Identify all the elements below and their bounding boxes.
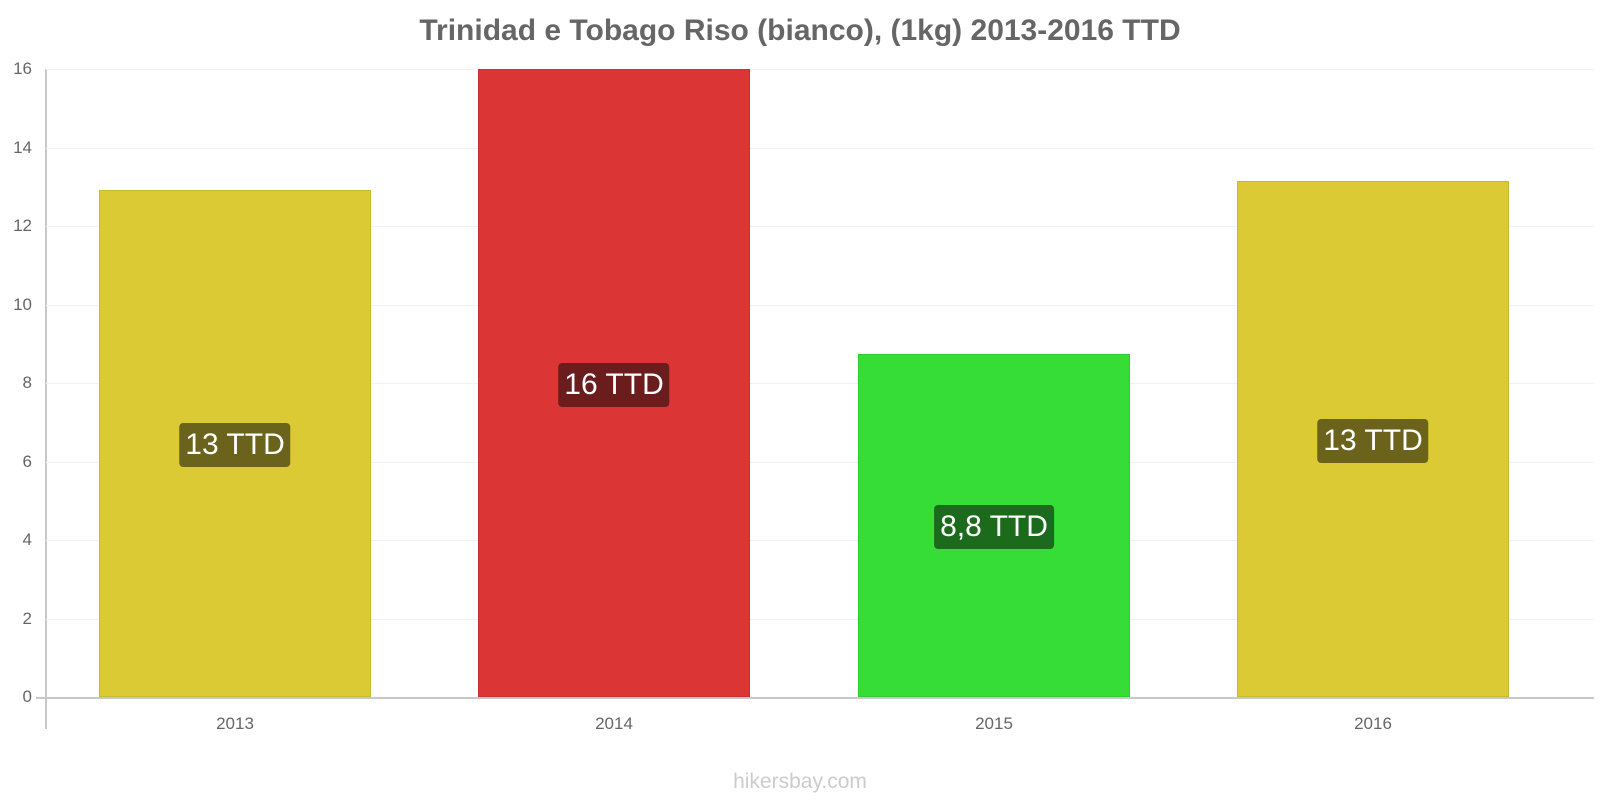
x-tick-label: 2014 <box>595 714 633 733</box>
gridline <box>46 461 1594 463</box>
gridline <box>46 383 1594 384</box>
x-axis-line <box>36 697 1594 699</box>
y-tick-label: 2 <box>22 608 32 628</box>
y-tick-label: 14 <box>13 137 32 157</box>
gridline <box>46 147 1594 149</box>
bar-value-label: 13 TTD <box>179 423 291 468</box>
gridline <box>46 540 1594 541</box>
x-tick-label: 2015 <box>975 714 1013 733</box>
bar-value-label: 16 TTD <box>558 363 670 407</box>
bar-value-label: 8,8 TTD <box>934 505 1054 550</box>
y-axis-line <box>45 69 47 729</box>
x-tick-label: 2016 <box>1354 714 1392 733</box>
y-tick-label: 16 <box>13 59 32 78</box>
gridline <box>46 69 1594 70</box>
gridline <box>46 226 1594 227</box>
source-credit: hikersbay.com <box>733 770 867 793</box>
gridline <box>46 304 1594 306</box>
y-tick-label: 8 <box>22 373 32 392</box>
y-tick-label: 0 <box>22 687 32 706</box>
bar-value-label: 13 TTD <box>1317 418 1429 463</box>
y-tick-label: 4 <box>22 530 32 549</box>
y-tick-label: 6 <box>22 451 32 471</box>
gridline <box>46 618 1594 620</box>
y-tick-label: 12 <box>13 216 32 235</box>
y-tick-label: 10 <box>13 294 32 314</box>
chart-title: Trinidad e Tobago Riso (bianco), (1kg) 2… <box>419 14 1181 47</box>
x-tick-label: 2013 <box>216 714 254 733</box>
